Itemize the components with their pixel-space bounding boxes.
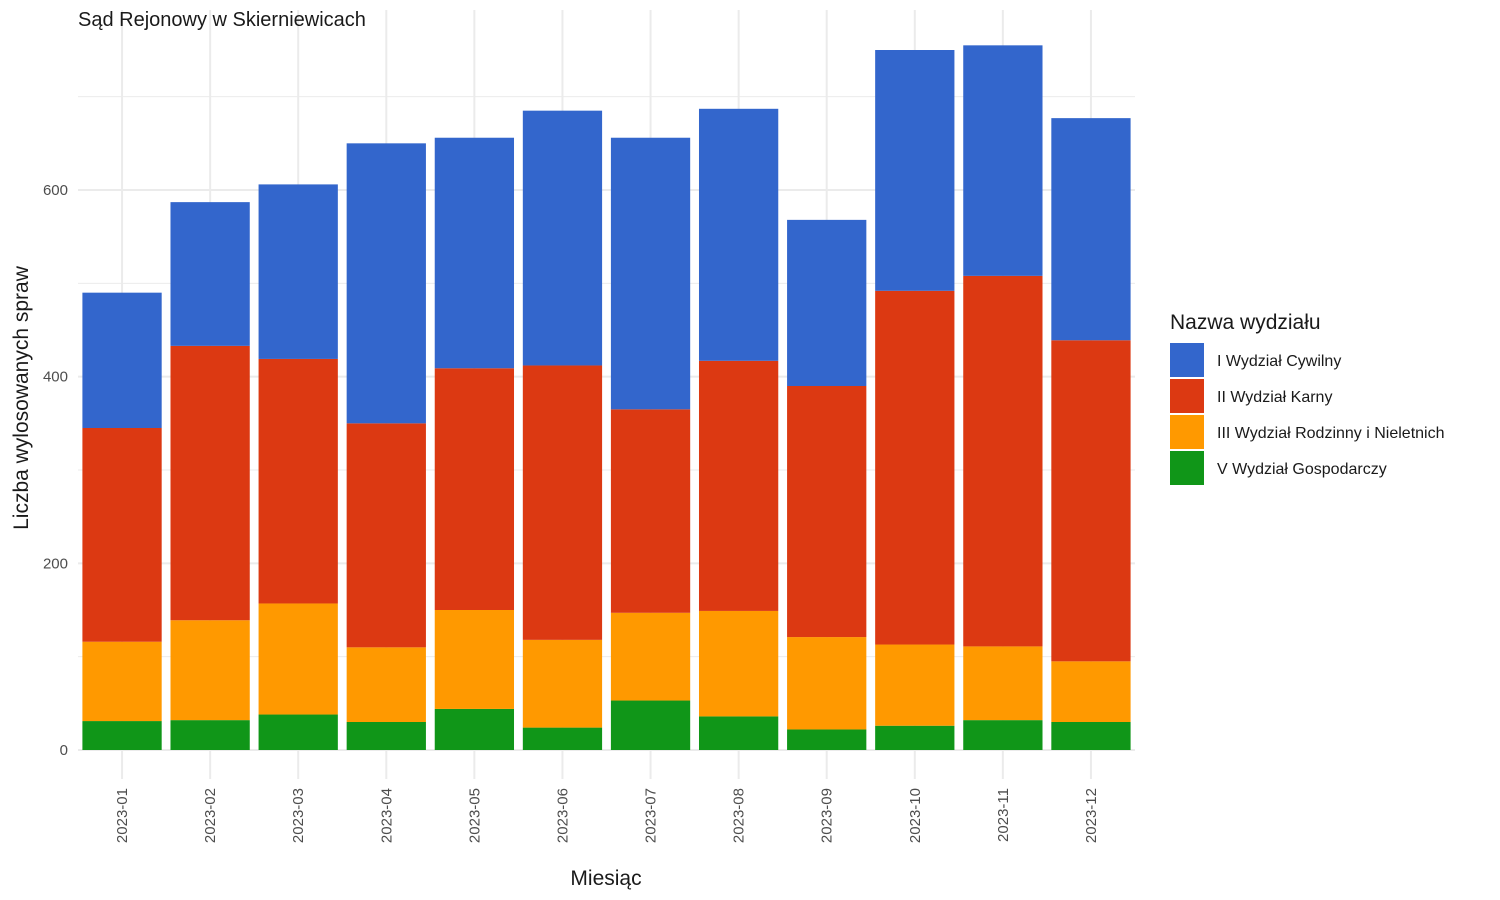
y-axis-ticks: 0 200 400 600 [43,182,68,759]
bar-segment [258,603,338,715]
legend-swatch [1170,343,1204,377]
bar-segment [610,409,691,613]
bar-segment [82,292,162,428]
legend-label: II Wydział Karny [1217,389,1332,406]
bar-segment [522,365,603,640]
x-tick-label: 2023-03 [290,788,307,843]
bar-segment [963,646,1043,721]
bar-segment [258,714,338,750]
bar-segment [434,368,515,610]
bar-segment [434,137,515,369]
bar-segment [82,428,162,642]
bar-segment [610,137,691,410]
bar-segment [787,729,867,750]
y-tick-label: 600 [43,182,68,199]
x-tick-label: 2023-06 [554,788,571,843]
bar-segment [698,108,779,361]
legend-label: III Wydział Rodzinny i Nieletnich [1217,425,1445,442]
bar-segment [787,637,867,730]
x-axis-title: Miesiąc [570,867,641,890]
bar-segment [170,202,250,346]
x-tick-label: 2023-04 [378,788,395,843]
bar-segment [1051,722,1131,750]
bar-segment [522,639,603,728]
bar-segment [1051,340,1131,662]
bar-segment [875,644,955,726]
bar-segment [875,290,955,645]
bar-segment [434,708,515,750]
bar-segment [698,610,779,717]
bar-segment [875,725,955,750]
bar-segment [610,700,691,750]
bar-segment [170,345,250,621]
y-tick-label: 400 [43,369,68,386]
chart-title: Sąd Rejonowy w Skierniewicach [78,9,366,31]
legend-items: I Wydział Cywilny II Wydział Karny III Wyd… [1170,343,1445,485]
bar-segment [346,143,426,424]
legend-label: I Wydział Cywilny [1217,353,1341,370]
bar-segment [258,358,338,604]
x-axis-ticks: 2023-01 2023-02 2023-03 2023-04 2023-05 2023-… [114,788,1100,843]
legend-swatch [1170,379,1204,413]
bar-segment [82,721,162,750]
bar-segment [875,50,955,291]
bar-segment [698,360,779,611]
legend-label: V Wydział Gospodarczy [1217,461,1387,478]
bar-segment [170,720,250,750]
bar-segment [258,184,338,359]
bar-segment [434,610,515,709]
bar-segment [610,612,691,701]
bar-segment [698,716,779,750]
bar-segment [787,386,867,638]
legend-title: Nazwa wydziału [1170,311,1321,334]
legend: Nazwa wydziału I Wydział Cywilny II Wydzi… [1170,311,1445,485]
y-axis-title: Liczba wylosowanych spraw [10,265,33,530]
bar-segment [346,647,426,722]
x-tick-label: 2023-08 [731,788,748,843]
bar-segment [1051,118,1131,341]
x-tick-label: 2023-05 [466,788,483,843]
x-tick-label: 2023-10 [907,788,924,843]
x-tick-label: 2023-02 [202,788,219,843]
bar-segment [522,110,603,366]
bar-segment [787,219,867,386]
bar-segment [346,423,426,648]
bar-segment [522,727,603,750]
y-tick-label: 0 [60,742,68,759]
bars [82,45,1131,750]
x-tick-label: 2023-11 [995,788,1012,842]
bar-segment [346,722,426,750]
bar-segment [963,45,1043,276]
legend-swatch [1170,415,1204,449]
bar-segment [170,620,250,721]
bar-segment [1051,661,1131,722]
x-tick-label: 2023-12 [1083,788,1100,843]
bar-segment [963,720,1043,750]
x-tick-label: 2023-07 [643,788,660,843]
y-tick-label: 200 [43,555,68,572]
bar-segment [82,641,162,722]
x-tick-label: 2023-01 [114,788,131,843]
x-tick-label: 2023-09 [819,788,836,843]
bar-segment [963,275,1043,647]
legend-swatch [1170,451,1204,485]
